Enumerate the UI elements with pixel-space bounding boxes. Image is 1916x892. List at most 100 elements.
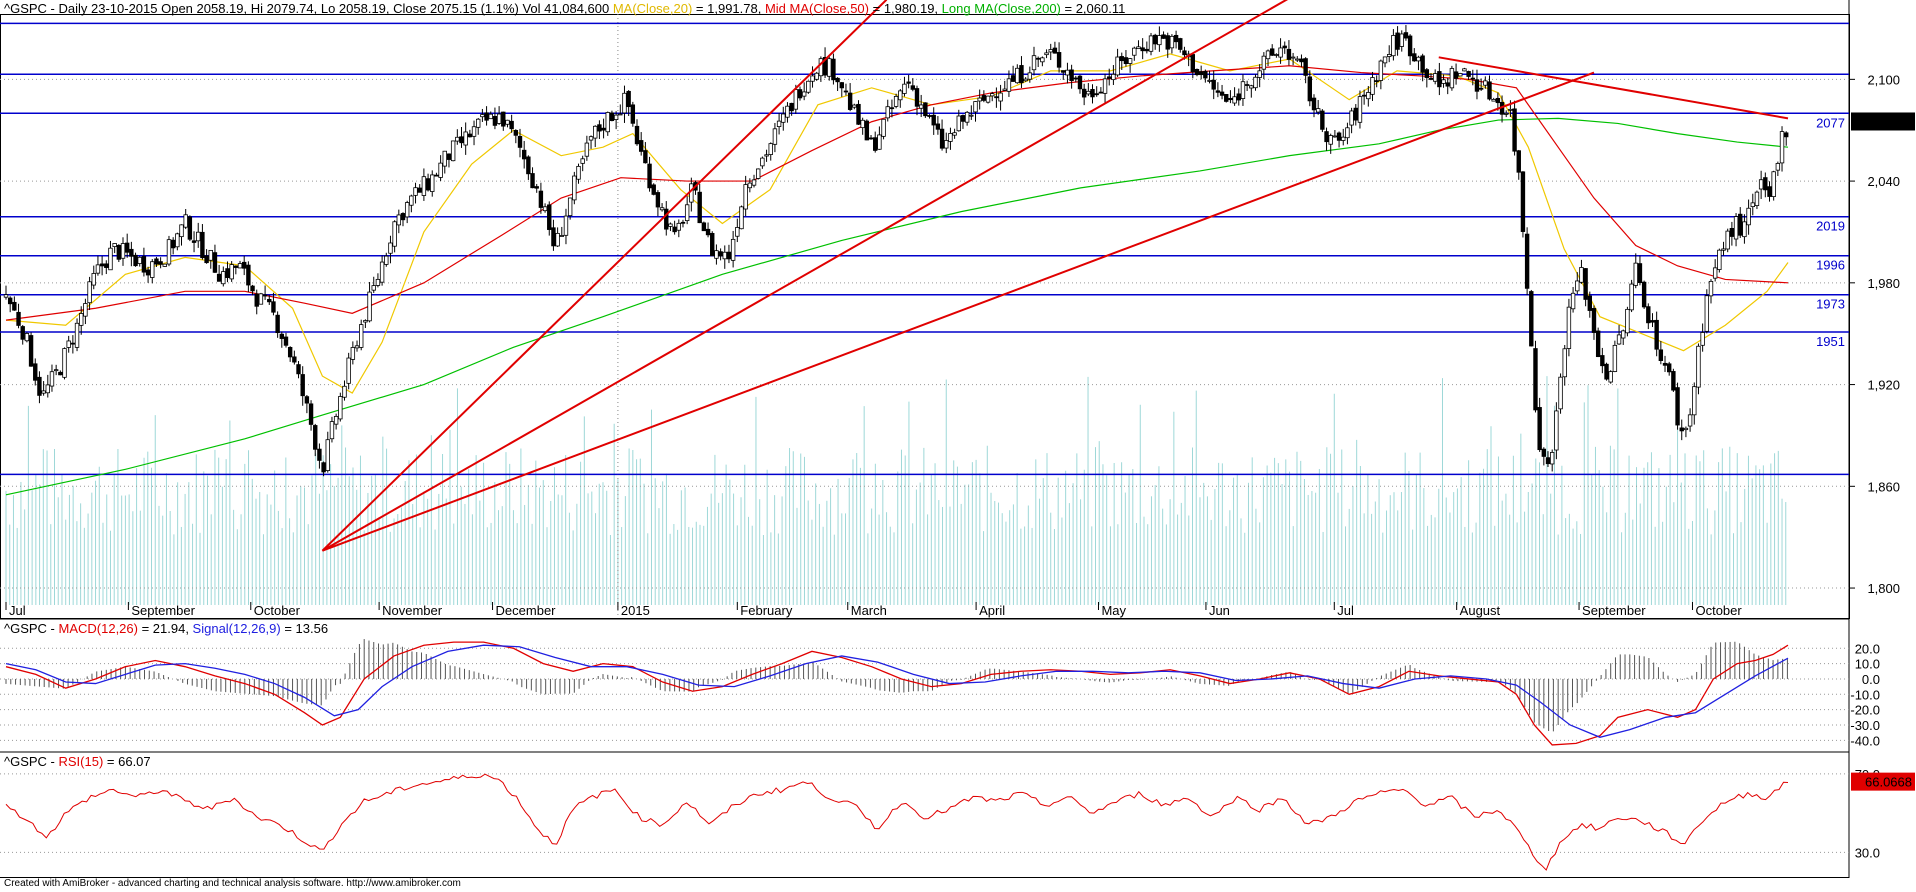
candle-body xyxy=(459,136,464,144)
candle-body xyxy=(1357,96,1363,123)
candle-body xyxy=(467,133,473,138)
candle-body xyxy=(718,251,723,257)
candle-body xyxy=(229,264,234,280)
candle-body xyxy=(434,174,439,177)
month-label: March xyxy=(851,603,887,618)
candle-body xyxy=(1687,414,1693,427)
candle-body xyxy=(994,96,999,99)
header-part: Signal(12,26,9) xyxy=(193,621,281,636)
month-label: November xyxy=(382,603,443,618)
candle-body xyxy=(1412,53,1417,62)
candle-body xyxy=(1566,306,1572,349)
candle-body xyxy=(609,112,615,122)
candle-body xyxy=(601,127,606,131)
candle-body xyxy=(191,240,197,243)
candle-body xyxy=(572,175,577,201)
candle-body xyxy=(33,363,38,381)
candle-body xyxy=(1696,345,1701,388)
candle-body xyxy=(1198,71,1204,76)
month-label: August xyxy=(1460,603,1501,618)
candle-body xyxy=(593,125,598,139)
candle-body xyxy=(714,250,719,259)
candle-body xyxy=(104,263,109,268)
candle-body xyxy=(1558,376,1563,410)
last-close-box xyxy=(1851,112,1915,131)
candle-body xyxy=(450,140,456,162)
candle-body xyxy=(1391,35,1396,57)
rsi-header: ^GSPC - RSI(15) = 66.07 xyxy=(4,754,151,769)
candle-body xyxy=(1604,363,1609,380)
candle-body xyxy=(442,150,447,167)
macd-tick-label: -30.0 xyxy=(1850,718,1880,733)
month-label: October xyxy=(1695,603,1742,618)
macd-header: ^GSPC - MACD(12,26) = 21.94, Signal(12,2… xyxy=(4,621,328,636)
candle-body xyxy=(417,187,422,193)
candle-body xyxy=(53,369,59,372)
candle-body xyxy=(1779,131,1785,164)
candle-body xyxy=(1784,132,1789,138)
month-label: February xyxy=(740,603,793,618)
candle-body xyxy=(1424,69,1430,78)
candle-body xyxy=(1758,179,1764,190)
candle-body xyxy=(538,190,544,208)
candle-body xyxy=(1679,427,1684,432)
candle-body xyxy=(124,242,130,253)
candle-body xyxy=(1282,45,1287,49)
candle-body xyxy=(551,227,556,247)
candle-body xyxy=(1504,112,1509,115)
candle-body xyxy=(542,206,548,212)
candle-body xyxy=(981,95,987,101)
candle-body xyxy=(1140,47,1145,52)
volume-bars xyxy=(5,376,1787,605)
candle-body xyxy=(150,261,155,278)
macd-line xyxy=(5,644,1789,738)
candle-body xyxy=(208,249,213,261)
candle-body xyxy=(158,261,163,265)
candle-body xyxy=(1554,410,1559,451)
candle-body xyxy=(956,115,961,132)
candle-body xyxy=(463,131,468,146)
candle-body xyxy=(1274,54,1279,56)
candle-body xyxy=(317,448,322,461)
candle-body xyxy=(1470,77,1475,80)
candle-body xyxy=(923,102,928,117)
candle-body xyxy=(1600,355,1605,367)
candle-body xyxy=(455,136,460,142)
candle-body xyxy=(618,113,623,116)
candle-body xyxy=(1098,91,1104,94)
candle-body xyxy=(28,335,34,367)
candle-body xyxy=(379,261,385,283)
candle-body xyxy=(1203,70,1208,79)
candle-body xyxy=(62,348,67,378)
candle-body xyxy=(856,103,861,125)
candle-body xyxy=(684,204,690,222)
trendline xyxy=(321,0,1289,552)
candle-body xyxy=(333,416,339,425)
candle-body xyxy=(776,120,782,128)
candle-body xyxy=(1207,80,1212,82)
candle-body xyxy=(1692,386,1697,416)
candle-body xyxy=(1533,348,1538,411)
candle-body xyxy=(1625,308,1630,334)
candle-body xyxy=(1094,93,1099,96)
candle-body xyxy=(1148,35,1154,52)
candle-body xyxy=(1491,99,1496,102)
candle-body xyxy=(1249,85,1254,89)
candle-body xyxy=(860,119,865,129)
candle-body xyxy=(1529,291,1534,347)
candle-body xyxy=(287,346,293,358)
candle-body xyxy=(1303,58,1308,76)
candle-body xyxy=(279,333,285,339)
candle-body xyxy=(1311,97,1317,111)
candle-body xyxy=(810,75,815,82)
candle-body xyxy=(12,301,17,311)
candle-body xyxy=(659,207,665,211)
candle-body xyxy=(384,255,389,265)
rsi-tick-label: 30.0 xyxy=(1855,845,1880,860)
candle-body xyxy=(87,281,92,304)
candle-body xyxy=(555,232,560,247)
candle-body xyxy=(1061,70,1066,73)
candle-body xyxy=(1483,80,1488,86)
candle-body xyxy=(651,184,656,195)
candle-body xyxy=(664,208,669,230)
